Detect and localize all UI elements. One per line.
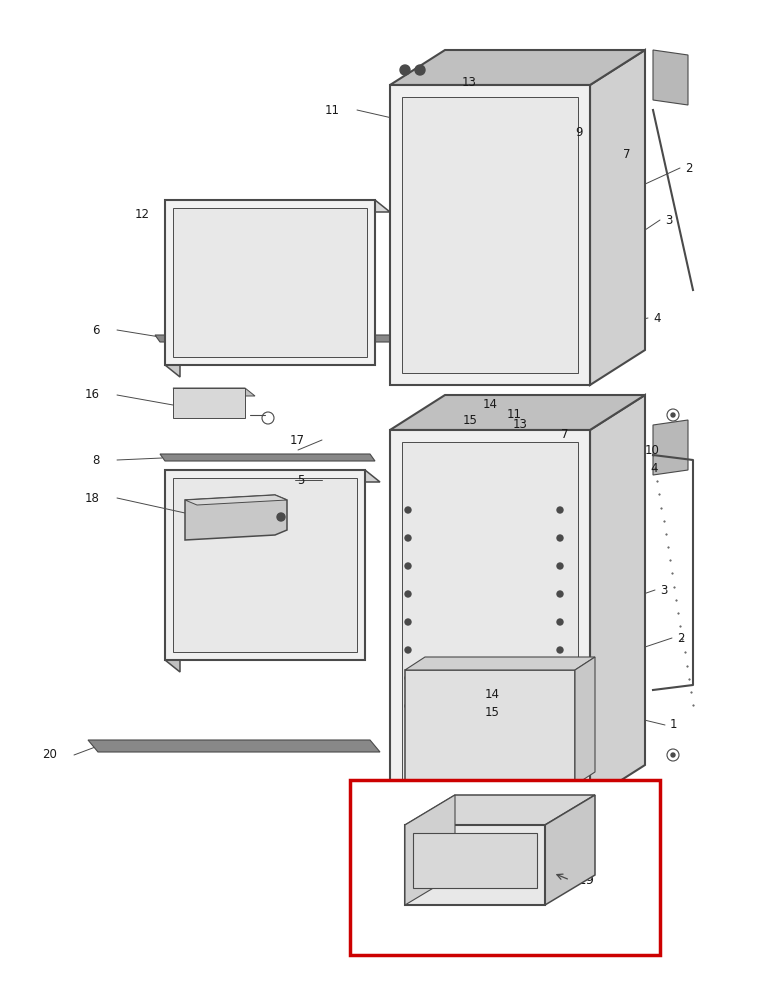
Bar [402,442,578,788]
Text: 1: 1 [670,718,677,732]
Text: 3: 3 [665,214,673,227]
Bar [350,780,660,955]
Text: 20: 20 [42,748,57,762]
Text: 16: 16 [85,388,100,401]
Circle shape [405,703,411,709]
Polygon shape [590,395,645,800]
Text: 14: 14 [485,688,500,702]
Circle shape [557,507,563,513]
Text: 17: 17 [290,434,305,446]
Polygon shape [390,50,645,85]
Circle shape [557,675,563,681]
Circle shape [671,753,675,757]
Bar [390,430,590,800]
Circle shape [405,563,411,569]
Circle shape [405,619,411,625]
Text: 6: 6 [93,324,100,336]
Polygon shape [590,50,645,385]
Circle shape [671,413,675,417]
Polygon shape [165,470,180,672]
Polygon shape [165,470,380,482]
Polygon shape [653,420,688,475]
Polygon shape [88,740,380,752]
Circle shape [405,507,411,513]
Circle shape [277,513,285,521]
Text: 14: 14 [483,398,498,412]
Text: 8: 8 [93,454,100,466]
Text: 2: 2 [677,632,685,645]
Text: 10: 10 [645,444,660,456]
Polygon shape [545,795,595,905]
Bar [165,200,375,365]
Text: 7: 7 [623,148,630,161]
Polygon shape [405,657,595,670]
Bar [405,825,545,905]
Polygon shape [165,200,390,212]
Polygon shape [405,795,455,905]
Polygon shape [160,454,375,461]
Circle shape [557,703,563,709]
Circle shape [557,619,563,625]
Circle shape [415,65,425,75]
Circle shape [557,591,563,597]
Text: 13: 13 [513,418,528,432]
Circle shape [405,535,411,541]
Bar [173,478,357,652]
Polygon shape [405,795,595,825]
Bar [405,670,575,785]
Polygon shape [155,335,400,342]
Bar [413,833,537,888]
Text: 19: 19 [578,874,595,886]
Text: 9: 9 [575,125,582,138]
Text: 15: 15 [485,706,500,718]
Bar [173,388,245,418]
Text: 13: 13 [462,76,477,89]
Circle shape [557,563,563,569]
Polygon shape [185,495,287,540]
Polygon shape [165,200,180,377]
Circle shape [400,65,410,75]
Polygon shape [575,657,595,785]
Text: 5: 5 [298,474,305,487]
Circle shape [557,647,563,653]
Circle shape [405,647,411,653]
Bar [402,97,578,373]
Text: 11: 11 [325,104,340,116]
Bar [390,85,590,385]
Text: 4: 4 [650,462,657,475]
Polygon shape [390,395,645,430]
Circle shape [405,591,411,597]
Text: 3: 3 [660,584,667,596]
Bar [173,208,367,357]
Bar [165,470,365,660]
Circle shape [557,535,563,541]
Text: 2: 2 [685,161,692,174]
Text: 11: 11 [507,408,522,422]
Polygon shape [185,495,287,505]
Circle shape [405,675,411,681]
Text: 18: 18 [85,491,100,504]
Text: 7: 7 [561,428,568,442]
Polygon shape [173,388,255,396]
Polygon shape [653,50,688,105]
Text: 12: 12 [135,209,150,222]
Text: 4: 4 [653,312,660,324]
Text: 15: 15 [463,414,478,426]
